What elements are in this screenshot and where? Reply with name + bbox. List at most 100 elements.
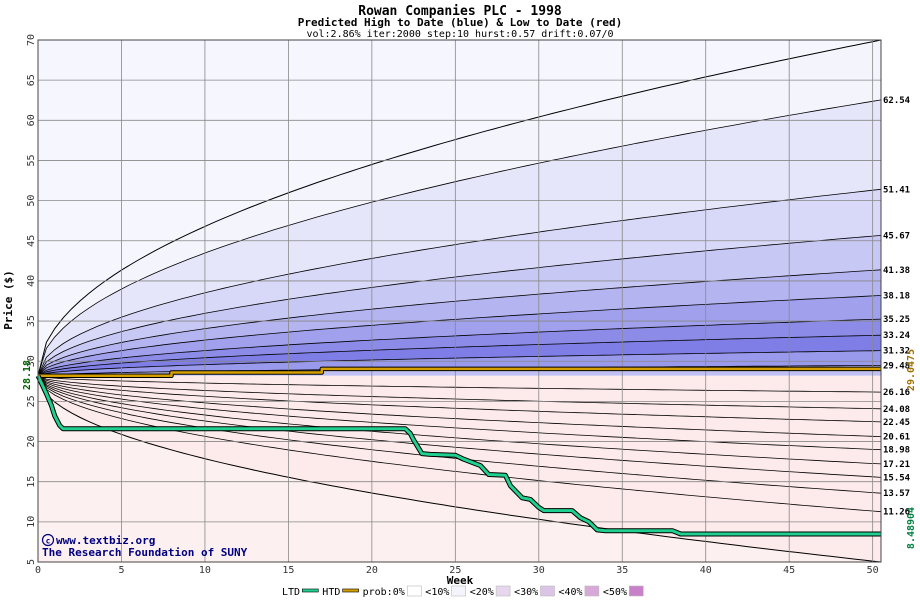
x-tick-label: 0	[35, 565, 41, 576]
band-end-label: 33.24	[883, 331, 911, 341]
chart-subtitle: Predicted High to Date (blue) & Low to D…	[298, 16, 623, 29]
x-axis-label: Week	[447, 574, 474, 587]
low-band-edge	[37, 375, 882, 478]
probability-bands	[37, 39, 882, 563]
ltd-current-label: 8.48904	[906, 507, 917, 549]
band-end-label: 35.25	[883, 315, 910, 325]
y-tick-label: 20	[26, 435, 37, 447]
band-end-label: 18.98	[883, 446, 910, 456]
high-band-edge	[37, 99, 882, 376]
low-band-edge	[37, 375, 882, 437]
low-band	[38, 375, 881, 562]
y-tick-label: 30	[26, 355, 37, 367]
y-tick-label: 10	[26, 516, 37, 528]
chart-title: Rowan Companies PLC - 1998	[358, 4, 562, 19]
band-end-label: 51.41	[883, 185, 910, 195]
band-end-label: 45.67	[883, 231, 910, 241]
band-end-label: 31.32	[883, 347, 910, 357]
htd-current-label: 29.0475	[906, 349, 917, 391]
band-end-label: 24.08	[883, 405, 910, 415]
x-tick-label: 30	[533, 565, 545, 576]
credit-url: www.textbiz.org	[56, 534, 155, 547]
legend-label: prob:0%	[363, 587, 405, 598]
high-band	[38, 189, 881, 376]
low-band-edge	[37, 375, 882, 513]
band-end-label: 11.26	[883, 508, 910, 518]
legend-label: <30%	[514, 587, 538, 598]
legend-swatch	[584, 585, 600, 597]
low-band-edge	[37, 375, 882, 410]
legend-label: LTD	[282, 587, 300, 598]
low-band-edge	[37, 375, 882, 393]
high-band	[38, 269, 881, 376]
y-axis-label: Price ($)	[2, 270, 15, 330]
high-band	[38, 99, 881, 376]
y-tick-label: 25	[26, 395, 37, 407]
high-band-edge	[37, 334, 882, 377]
legend-swatch	[451, 585, 467, 597]
legend-swatch	[495, 585, 511, 597]
legend-label: <10%	[425, 587, 449, 598]
band-end-label: 38.18	[883, 292, 910, 302]
band-end-labels: 62.54 51.41 45.67 41.38 38.18 35.25 33.24 31.32…	[883, 96, 911, 518]
x-tick-label: 20	[366, 565, 378, 576]
band-end-label: 26.16	[883, 388, 910, 398]
high-band-edge	[37, 295, 882, 377]
legend-label: <20%	[470, 587, 494, 598]
y-tick-label: 60	[26, 114, 37, 126]
x-tick-label: 15	[282, 565, 294, 576]
htd-line	[38, 367, 881, 378]
ltd-line	[36, 375, 881, 536]
x-tick-label: 25	[449, 565, 461, 576]
legend-swatch	[406, 585, 422, 597]
legend-swatch	[301, 588, 319, 593]
band-end-label: 20.61	[883, 433, 910, 443]
high-band	[38, 319, 881, 376]
high-band-edge	[37, 350, 882, 377]
legend-swatch	[540, 585, 555, 597]
y-tick-label: 65	[26, 74, 37, 86]
low-band-edge	[37, 375, 882, 563]
legend-swatch	[628, 585, 644, 597]
legend: LTD HTD prob:0% <10% <20% <30% <40% <50%	[282, 585, 644, 598]
chart-params: vol:2.86% iter:2000 step:10 hurst:0.57 d…	[306, 29, 613, 40]
legend-label: HTD	[322, 587, 340, 598]
plot-frame	[37, 39, 882, 563]
x-tick-label: 5	[118, 565, 124, 576]
high-band-edge	[37, 235, 882, 377]
band-end-label: 15.54	[883, 473, 911, 483]
y-tick-label: 35	[26, 315, 37, 327]
high-band	[38, 350, 881, 376]
y-tick-label: 5	[26, 559, 37, 565]
band-end-label: 13.57	[883, 489, 910, 499]
high-band	[38, 235, 881, 376]
high-band	[38, 40, 881, 376]
high-band	[38, 335, 881, 376]
y-tick-label: 45	[26, 235, 37, 247]
x-tick-label: 50	[867, 565, 879, 576]
y-tick-label: 40	[26, 275, 37, 287]
low-band-edge	[37, 375, 882, 451]
legend-label: <50%	[603, 587, 627, 598]
x-tick-label: 35	[616, 565, 628, 576]
high-band-edge	[37, 39, 882, 376]
x-tick-label: 40	[700, 565, 712, 576]
copyright-icon	[41, 533, 55, 547]
band-end-label: 41.38	[883, 266, 910, 276]
x-tick-label: 10	[199, 565, 211, 576]
y-tick-label: 70	[26, 34, 37, 46]
axis-ticks: 0 5 10 15 20 25 30 35 40 45 5051015202530354045505…	[26, 34, 879, 576]
y-tick-label: 50	[26, 195, 37, 207]
high-band-edge	[37, 188, 882, 376]
legend-label: <40%	[559, 587, 583, 598]
series-layer	[35, 366, 881, 537]
legend-swatch	[342, 588, 359, 593]
y-tick-label: 55	[26, 154, 37, 166]
band-end-label: 22.45	[883, 418, 910, 428]
high-band-edge	[37, 318, 882, 377]
copyright-letter: c	[46, 537, 51, 546]
high-band-edge	[37, 269, 882, 377]
low-band-edge	[37, 375, 882, 465]
band-end-label: 17.21	[883, 460, 910, 470]
